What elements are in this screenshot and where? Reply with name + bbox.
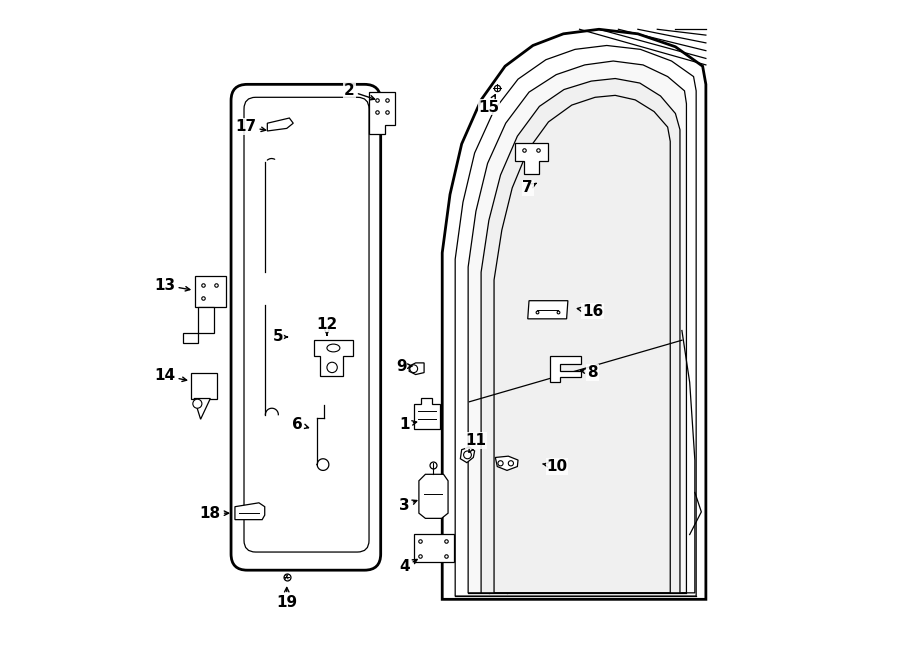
Polygon shape [369,92,395,134]
Polygon shape [194,399,211,419]
Polygon shape [235,503,265,520]
Polygon shape [442,29,706,600]
Polygon shape [418,475,448,518]
FancyBboxPatch shape [231,85,381,570]
Text: 3: 3 [400,498,417,513]
Text: 17: 17 [236,119,266,134]
Polygon shape [482,79,680,593]
Circle shape [193,399,202,408]
Text: 11: 11 [465,433,486,452]
Text: 6: 6 [292,417,309,432]
Text: 15: 15 [478,95,500,114]
Text: 1: 1 [400,417,417,432]
Text: 2: 2 [344,83,374,100]
Text: 5: 5 [273,329,287,344]
Ellipse shape [327,344,340,352]
Polygon shape [194,276,226,307]
Circle shape [498,461,503,466]
Text: 10: 10 [543,459,567,474]
Polygon shape [515,143,548,174]
Circle shape [410,365,418,373]
Circle shape [508,461,514,466]
Polygon shape [414,398,439,429]
Text: 16: 16 [577,303,603,319]
Text: 19: 19 [276,588,297,610]
Polygon shape [410,363,424,375]
Polygon shape [267,118,293,131]
Polygon shape [468,61,687,593]
Text: 9: 9 [396,359,412,373]
Polygon shape [183,307,214,343]
Text: 12: 12 [316,317,338,335]
Polygon shape [414,534,454,563]
Polygon shape [527,301,568,319]
Polygon shape [551,356,581,382]
Text: 13: 13 [155,278,190,293]
Text: 4: 4 [400,559,417,574]
Text: 14: 14 [155,368,186,383]
Text: 8: 8 [580,365,598,380]
Polygon shape [191,373,217,399]
Polygon shape [495,456,518,471]
Circle shape [327,362,338,373]
Text: 7: 7 [522,180,536,196]
Polygon shape [314,340,353,376]
Text: 18: 18 [200,506,229,521]
Circle shape [464,451,472,459]
Polygon shape [461,447,474,463]
